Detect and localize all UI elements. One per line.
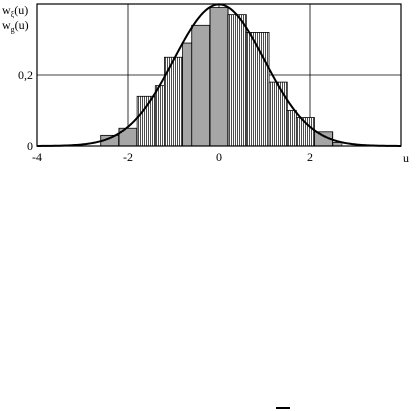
- histogram-bar: [182, 42, 193, 147]
- histogram-bar: [268, 81, 288, 147]
- histogram-bar: [163, 56, 183, 147]
- histogram-bar: [136, 95, 156, 147]
- xlabel: u: [403, 151, 409, 165]
- histogram-bar: [245, 32, 270, 147]
- histogram-bar: [209, 7, 229, 147]
- histogram-bar: [227, 14, 247, 147]
- y-tick-label: 0: [27, 139, 33, 153]
- x-tick-label: 0: [216, 150, 222, 164]
- ylabel-xi: wξ(u): [2, 3, 28, 19]
- plot-border: [36, 3, 402, 147]
- y-tick-label: 0,2: [18, 68, 33, 82]
- histogram-bar: [191, 24, 211, 147]
- histogram-bar: [286, 110, 297, 147]
- x-tick-label: 2: [307, 150, 313, 164]
- tick-labels: -4 -2 0 2 0 0,2: [18, 68, 313, 164]
- plot-frame: [36, 3, 402, 147]
- x-tick-label: -2: [123, 150, 133, 164]
- ylabel-g: wg(u): [2, 18, 29, 34]
- histogram-bars: [100, 7, 343, 147]
- x-tick-label: -4: [32, 150, 42, 164]
- page-mark: [276, 407, 290, 409]
- histogram-bar: [154, 85, 165, 147]
